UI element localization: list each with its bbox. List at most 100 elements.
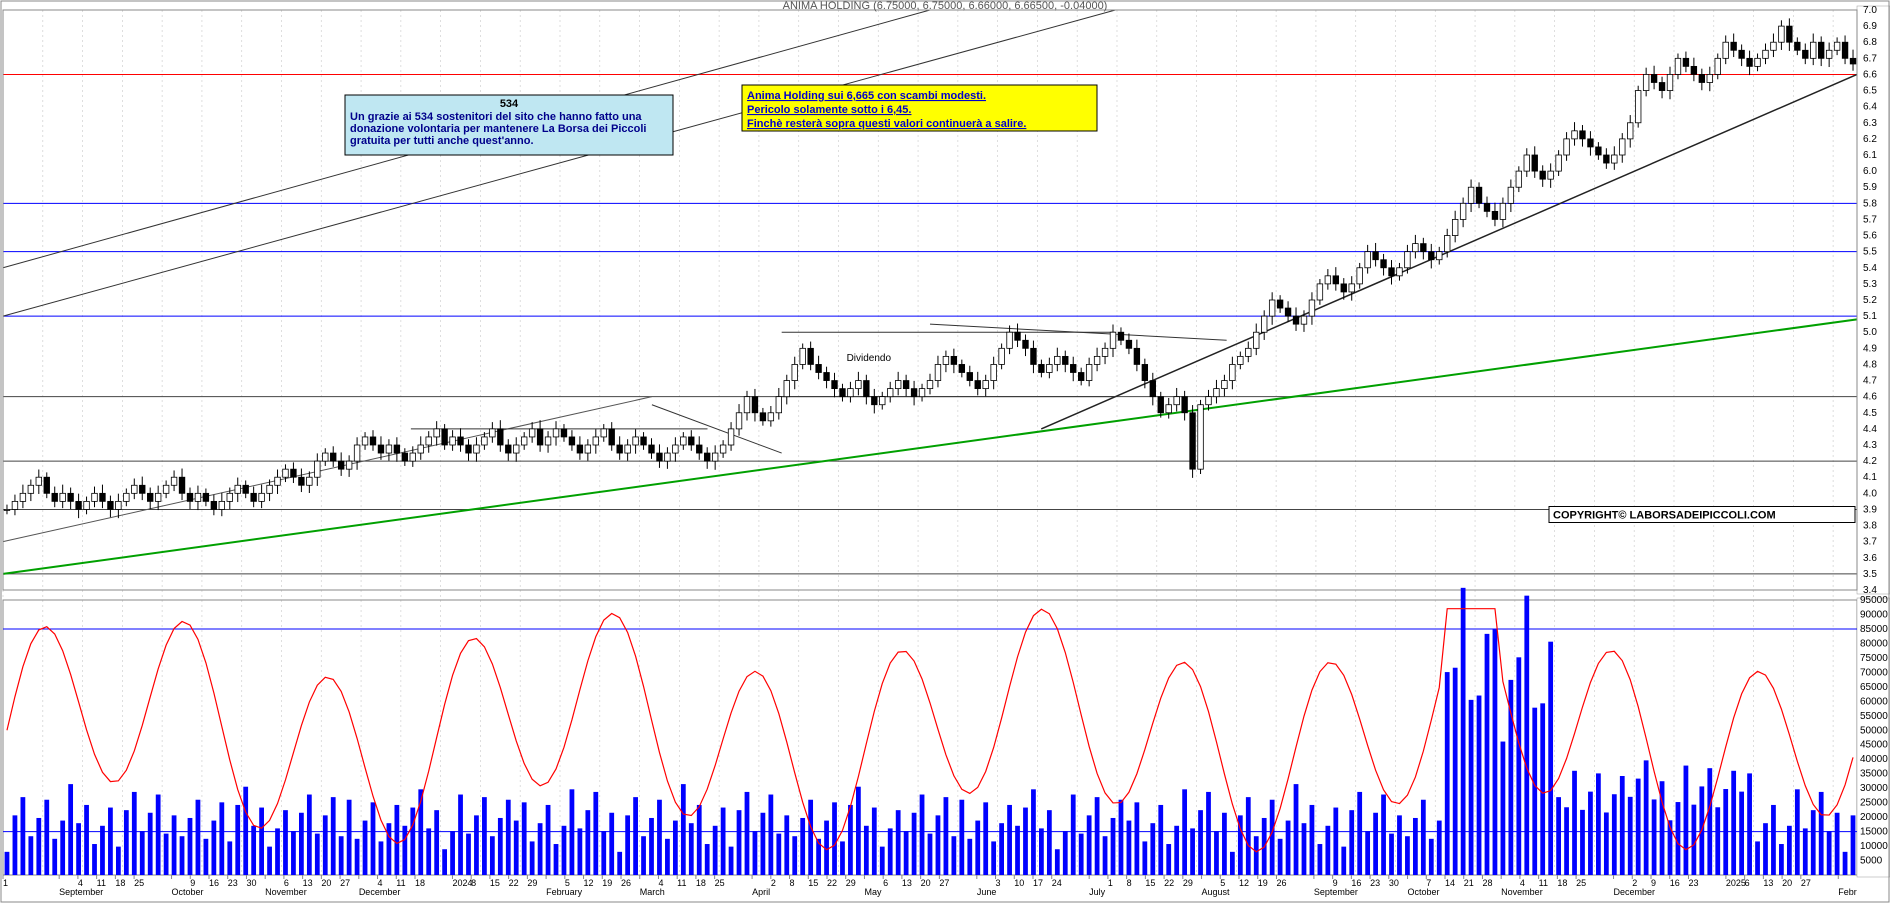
svg-text:4.6: 4.6 xyxy=(1863,392,1877,403)
svg-text:5.7: 5.7 xyxy=(1863,214,1877,225)
svg-text:6.4: 6.4 xyxy=(1863,102,1877,113)
svg-text:29: 29 xyxy=(1183,878,1193,888)
svg-text:4.4: 4.4 xyxy=(1863,424,1877,435)
svg-text:May: May xyxy=(864,887,882,897)
svg-text:40000: 40000 xyxy=(1860,754,1888,765)
svg-text:5.2: 5.2 xyxy=(1863,295,1877,306)
svg-text:Dividendo: Dividendo xyxy=(847,353,892,364)
svg-text:20: 20 xyxy=(1782,878,1792,888)
svg-text:22: 22 xyxy=(1164,878,1174,888)
svg-text:30000: 30000 xyxy=(1860,783,1888,794)
svg-text:donazione volontaria per mante: donazione volontaria per mantenere La Bo… xyxy=(350,123,646,135)
svg-text:September: September xyxy=(1314,887,1358,897)
svg-text:23: 23 xyxy=(1370,878,1380,888)
svg-text:September: September xyxy=(59,887,103,897)
svg-text:14: 14 xyxy=(1445,878,1455,888)
svg-text:9: 9 xyxy=(190,878,195,888)
svg-text:5.3: 5.3 xyxy=(1863,279,1877,290)
svg-text:10: 10 xyxy=(1014,878,1024,888)
svg-text:4: 4 xyxy=(378,878,383,888)
svg-text:5.1: 5.1 xyxy=(1863,311,1877,322)
svg-text:June: June xyxy=(977,887,997,897)
svg-text:7.0: 7.0 xyxy=(1863,5,1877,16)
svg-text:8: 8 xyxy=(790,878,795,888)
svg-text:45000: 45000 xyxy=(1860,740,1888,751)
svg-text:6.1: 6.1 xyxy=(1863,150,1877,161)
svg-text:Un grazie ai 534 sostenitori d: Un grazie ai 534 sostenitori del sito ch… xyxy=(350,111,642,123)
svg-text:30: 30 xyxy=(1389,878,1399,888)
svg-text:18: 18 xyxy=(696,878,706,888)
svg-text:5000: 5000 xyxy=(1860,856,1883,867)
svg-text:13: 13 xyxy=(303,878,313,888)
svg-text:13: 13 xyxy=(1763,878,1773,888)
svg-text:8: 8 xyxy=(471,878,476,888)
svg-text:20: 20 xyxy=(321,878,331,888)
svg-text:ANIMA HOLDING (6.75000, 6.7500: ANIMA HOLDING (6.75000, 6.75000, 6.66000… xyxy=(783,0,1108,12)
svg-text:4: 4 xyxy=(78,878,83,888)
svg-text:5.6: 5.6 xyxy=(1863,231,1877,242)
svg-text:5.9: 5.9 xyxy=(1863,182,1877,193)
svg-text:3: 3 xyxy=(996,878,1001,888)
svg-text:35000: 35000 xyxy=(1860,769,1888,780)
svg-text:18: 18 xyxy=(115,878,125,888)
svg-text:29: 29 xyxy=(846,878,856,888)
svg-text:December: December xyxy=(1614,887,1656,897)
svg-text:65000: 65000 xyxy=(1860,682,1888,693)
svg-text:29: 29 xyxy=(527,878,537,888)
svg-text:August: August xyxy=(1202,887,1231,897)
svg-text:1: 1 xyxy=(1108,878,1113,888)
svg-text:4.7: 4.7 xyxy=(1863,376,1877,387)
svg-text:4.3: 4.3 xyxy=(1863,440,1877,451)
svg-text:4.5: 4.5 xyxy=(1863,408,1877,419)
svg-text:November: November xyxy=(1501,887,1543,897)
svg-text:30: 30 xyxy=(246,878,256,888)
svg-text:December: December xyxy=(359,887,401,897)
svg-text:5.0: 5.0 xyxy=(1863,327,1877,338)
svg-text:6: 6 xyxy=(1745,878,1750,888)
svg-text:12: 12 xyxy=(584,878,594,888)
svg-text:6: 6 xyxy=(883,878,888,888)
svg-text:17: 17 xyxy=(1033,878,1043,888)
svg-text:16: 16 xyxy=(1351,878,1361,888)
svg-text:8: 8 xyxy=(1127,878,1132,888)
svg-text:April: April xyxy=(752,887,770,897)
svg-text:24: 24 xyxy=(1052,878,1062,888)
svg-text:2: 2 xyxy=(771,878,776,888)
svg-text:20: 20 xyxy=(921,878,931,888)
svg-text:90000: 90000 xyxy=(1860,609,1888,620)
svg-text:7: 7 xyxy=(1426,878,1431,888)
svg-text:16: 16 xyxy=(209,878,219,888)
svg-text:6.8: 6.8 xyxy=(1863,37,1877,48)
svg-text:15: 15 xyxy=(1145,878,1155,888)
svg-text:5: 5 xyxy=(1220,878,1225,888)
svg-text:60000: 60000 xyxy=(1860,696,1888,707)
svg-text:26: 26 xyxy=(621,878,631,888)
svg-text:25: 25 xyxy=(1576,878,1586,888)
chart-svg: Dividendo3.43.53.63.73.83.94.04.14.24.34… xyxy=(0,0,1890,903)
svg-text:4.0: 4.0 xyxy=(1863,488,1877,499)
svg-text:4.1: 4.1 xyxy=(1863,472,1877,483)
svg-text:20000: 20000 xyxy=(1860,812,1888,823)
svg-text:6.3: 6.3 xyxy=(1863,118,1877,129)
svg-text:25000: 25000 xyxy=(1860,798,1888,809)
svg-text:75000: 75000 xyxy=(1860,653,1888,664)
svg-text:Anima Holding sui 6,665 con sc: Anima Holding sui 6,665 con scambi modes… xyxy=(747,90,986,102)
svg-text:25: 25 xyxy=(715,878,725,888)
svg-text:11: 11 xyxy=(677,878,686,888)
svg-text:3.6: 3.6 xyxy=(1863,553,1877,564)
svg-text:19: 19 xyxy=(602,878,612,888)
svg-text:15: 15 xyxy=(808,878,818,888)
svg-text:November: November xyxy=(265,887,307,897)
svg-text:3.8: 3.8 xyxy=(1863,521,1877,532)
svg-text:11: 11 xyxy=(1539,878,1548,888)
svg-text:85000: 85000 xyxy=(1860,624,1888,635)
svg-text:27: 27 xyxy=(1801,878,1811,888)
svg-text:9: 9 xyxy=(1651,878,1656,888)
svg-text:6: 6 xyxy=(284,878,289,888)
svg-text:95000: 95000 xyxy=(1860,595,1888,606)
svg-text:February: February xyxy=(546,887,583,897)
svg-text:6.5: 6.5 xyxy=(1863,86,1877,97)
svg-text:Pericolo solamente sotto i 6,4: Pericolo solamente sotto i 6,45. xyxy=(747,104,911,116)
svg-text:19: 19 xyxy=(1258,878,1268,888)
svg-text:4.8: 4.8 xyxy=(1863,359,1877,370)
